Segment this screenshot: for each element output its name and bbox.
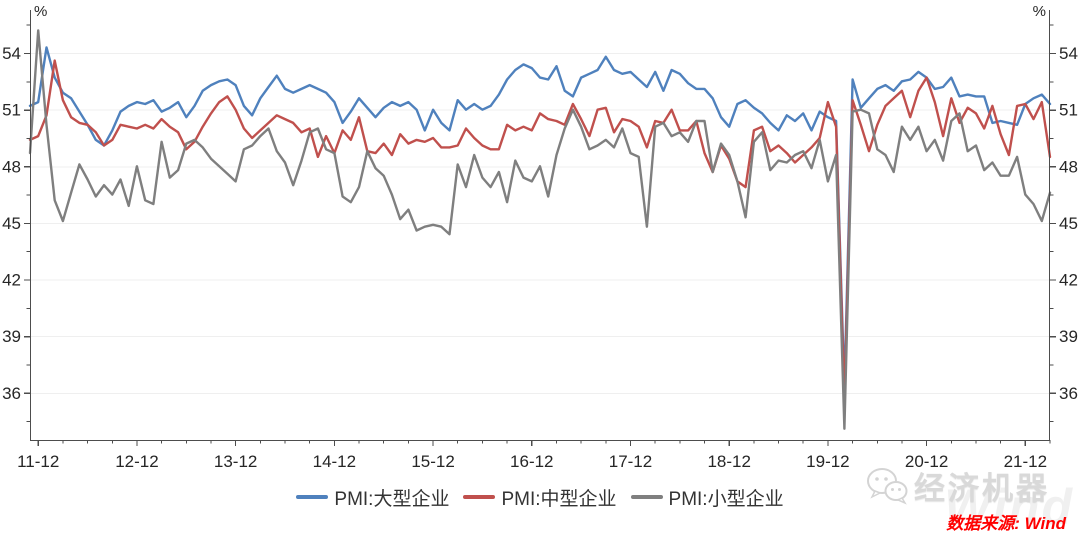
svg-text:36: 36 xyxy=(2,384,21,403)
svg-text:48: 48 xyxy=(2,157,21,176)
svg-text:11-12: 11-12 xyxy=(17,452,59,471)
data-source-note: 数据来源: Wind xyxy=(946,514,1066,533)
series-medium xyxy=(28,59,1052,404)
svg-text:16-12: 16-12 xyxy=(510,452,553,471)
legend-swatch-small xyxy=(630,495,663,499)
svg-text:54: 54 xyxy=(1059,44,1078,63)
svg-text:20-12: 20-12 xyxy=(905,452,948,471)
svg-text:42: 42 xyxy=(2,271,21,290)
svg-text:36: 36 xyxy=(1059,384,1078,403)
pmi-line-chart: 36 39 42 45 48 51 54 36 39 42 45 48 51 54% % 11-12 12-12… xyxy=(2,3,1078,471)
svg-text:21-12: 21-12 xyxy=(1004,452,1047,471)
svg-text:14-12: 14-12 xyxy=(313,452,356,471)
legend-label-small: PMI:小型企业 xyxy=(668,488,784,510)
svg-text:48: 48 xyxy=(1059,157,1078,176)
legend-item-medium: PMI:中型企业 xyxy=(463,484,617,511)
wechat-icon xyxy=(867,467,908,505)
svg-text:18-12: 18-12 xyxy=(707,452,750,471)
y-axis-left: 36 39 42 45 48 51 54 xyxy=(2,24,30,423)
series-large xyxy=(28,46,1052,389)
svg-text:12-12: 12-12 xyxy=(115,452,158,471)
legend-label-large: PMI:大型企业 xyxy=(334,488,450,510)
brand-watermark: 经济机器 xyxy=(865,463,1050,508)
y-unit-left: % xyxy=(34,3,47,20)
x-axis: 11-12 12-12 13-12 14-12 15-12 16-12 17-12 18-12… xyxy=(17,440,1051,471)
svg-text:%: % xyxy=(1033,3,1046,20)
svg-text:39: 39 xyxy=(2,327,21,346)
svg-text:42: 42 xyxy=(1059,271,1078,290)
legend-swatch-medium xyxy=(463,495,496,499)
svg-text:15-12: 15-12 xyxy=(411,452,454,471)
axes xyxy=(29,10,1051,442)
svg-text:51: 51 xyxy=(2,101,21,120)
svg-text:39: 39 xyxy=(1059,327,1078,346)
svg-text:19-12: 19-12 xyxy=(806,452,849,471)
legend-item-large: PMI:大型企业 xyxy=(296,484,449,511)
svg-text:54: 54 xyxy=(2,44,21,63)
legend-label-medium: PMI:中型企业 xyxy=(501,488,617,510)
series-small xyxy=(28,29,1052,430)
svg-text:45: 45 xyxy=(1059,214,1078,233)
legend-item-small: PMI:小型企业 xyxy=(630,484,784,511)
svg-text:51: 51 xyxy=(1059,101,1078,120)
svg-text:%: % xyxy=(34,3,47,20)
y-axis-right: 36 39 42 45 48 51 54 xyxy=(1050,24,1078,423)
svg-text:45: 45 xyxy=(2,214,21,233)
brand-watermark-text: 经济机器 xyxy=(914,471,1050,506)
y-unit-right: % xyxy=(1033,3,1046,20)
svg-text:17-12: 17-12 xyxy=(609,452,652,471)
legend-swatch-large xyxy=(296,495,329,499)
svg-text:13-12: 13-12 xyxy=(214,452,257,471)
legend: PMI:大型企业 PMI:中型企业 PMI:小型企业 xyxy=(0,483,1080,511)
gridlines xyxy=(30,53,1050,394)
